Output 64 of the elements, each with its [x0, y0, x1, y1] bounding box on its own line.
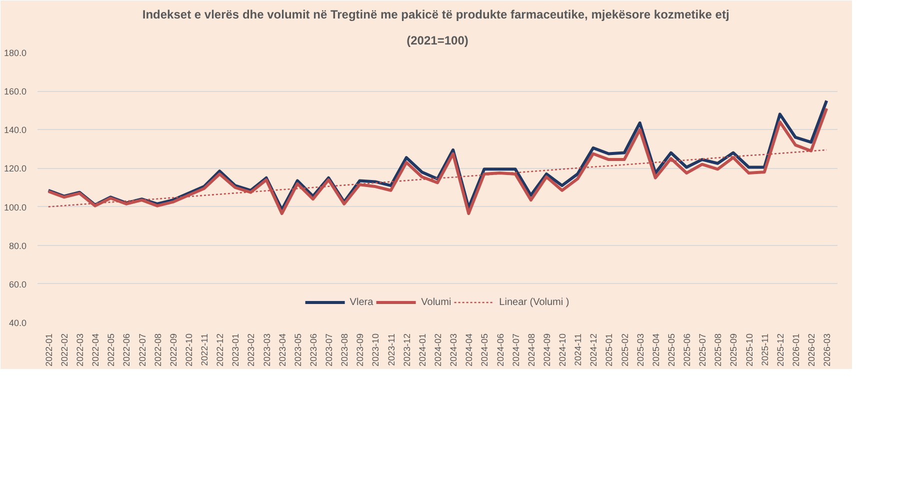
x-tick-label: 2023-03 [262, 334, 272, 367]
x-tick-label: 2023-06 [308, 334, 318, 367]
chart-title: Indekset e vlerës dhe volumit në Tregtinë me pakicë të produkte farmaceutike, mjekësore kozmetike etj [142, 8, 730, 22]
x-tick-label: 2025-10 [744, 334, 754, 367]
x-tick-label: 2022-06 [122, 334, 132, 367]
x-tick-label: 2025-04 [650, 334, 661, 367]
x-tick-label: 2024-05 [480, 334, 490, 367]
x-tick-label: 2025-06 [682, 334, 692, 367]
x-tick-label: 2024-12 [588, 334, 599, 367]
x-tick-label: 2023-07 [324, 334, 334, 367]
x-tick-label: 2024-03 [448, 334, 459, 367]
x-tick-label: 2023-09 [355, 334, 366, 367]
y-tick-label: 140.0 [4, 125, 27, 136]
x-tick-label: 2022-03 [75, 334, 86, 367]
x-tick-label: 2024-04 [464, 334, 474, 367]
x-tick-label: 2022-09 [168, 334, 178, 367]
x-tick-label: 2022-08 [152, 334, 163, 367]
x-tick-label: 2023-10 [370, 334, 381, 367]
x-tick-label: 2024-07 [510, 334, 521, 367]
x-tick-label: 2022-04 [90, 334, 101, 367]
x-tick-label: 2022-10 [184, 334, 194, 367]
x-tick-label: 2023-11 [386, 333, 396, 366]
x-tick-label: 2025-01 [604, 334, 614, 367]
x-tick-label: 2025-12 [775, 334, 786, 367]
x-tick-label: 2023-08 [340, 334, 350, 367]
x-tick-label: 2024-09 [542, 334, 552, 367]
x-tick-label: 2023-05 [292, 334, 303, 367]
x-tick-label: 2024-11 [573, 333, 584, 366]
y-tick-label: 180.0 [4, 48, 27, 58]
x-tick-label: 2025-11 [760, 333, 770, 366]
x-tick-label: 2024-10 [558, 334, 568, 367]
x-tick-label: 2023-01 [230, 334, 241, 367]
y-tick-label: 60.0 [8, 279, 27, 290]
x-tick-label: 2024-06 [495, 334, 506, 367]
y-tick-label: 120.0 [4, 164, 27, 174]
legend-label: Linear (Volumi ) [499, 296, 570, 308]
x-tick-label: 2025-08 [713, 334, 724, 367]
x-tick-label: 2023-04 [277, 334, 288, 367]
x-tick-label: 2022-11 [200, 333, 210, 366]
x-tick-label: 2024-02 [433, 334, 443, 367]
x-tick-label: 2023-12 [402, 334, 412, 367]
legend-label: Vlera [350, 296, 374, 308]
x-tick-label: 2022-05 [106, 334, 116, 367]
y-tick-label: 100.0 [4, 202, 27, 212]
x-tick-label: 2025-09 [728, 334, 739, 367]
x-tick-label: 2022-01 [44, 334, 54, 367]
x-tick-label: 2022-12 [215, 334, 226, 367]
x-tick-label: 2026-02 [806, 334, 817, 367]
x-tick-label: 2022-07 [137, 334, 148, 367]
x-tick-label: 2026-01 [790, 334, 801, 367]
x-tick-label: 2023-02 [246, 334, 256, 367]
legend-label: Volumi [421, 296, 452, 308]
x-tick-label: 2025-02 [620, 334, 630, 367]
x-tick-label: 2024-08 [526, 334, 536, 367]
y-tick-label: 40.0 [8, 318, 27, 328]
chart-subtitle: (2021=100) [406, 34, 468, 48]
y-tick-label: 160.0 [4, 86, 27, 97]
x-tick-label: 2025-07 [698, 334, 708, 367]
x-tick-label: 2025-05 [666, 334, 676, 367]
x-tick-label: 2025-03 [635, 334, 646, 367]
x-tick-label: 2022-02 [59, 334, 70, 367]
x-tick-label: 2026-03 [822, 334, 832, 367]
y-tick-label: 80.0 [8, 240, 27, 251]
x-tick-label: 2024-01 [417, 334, 428, 367]
